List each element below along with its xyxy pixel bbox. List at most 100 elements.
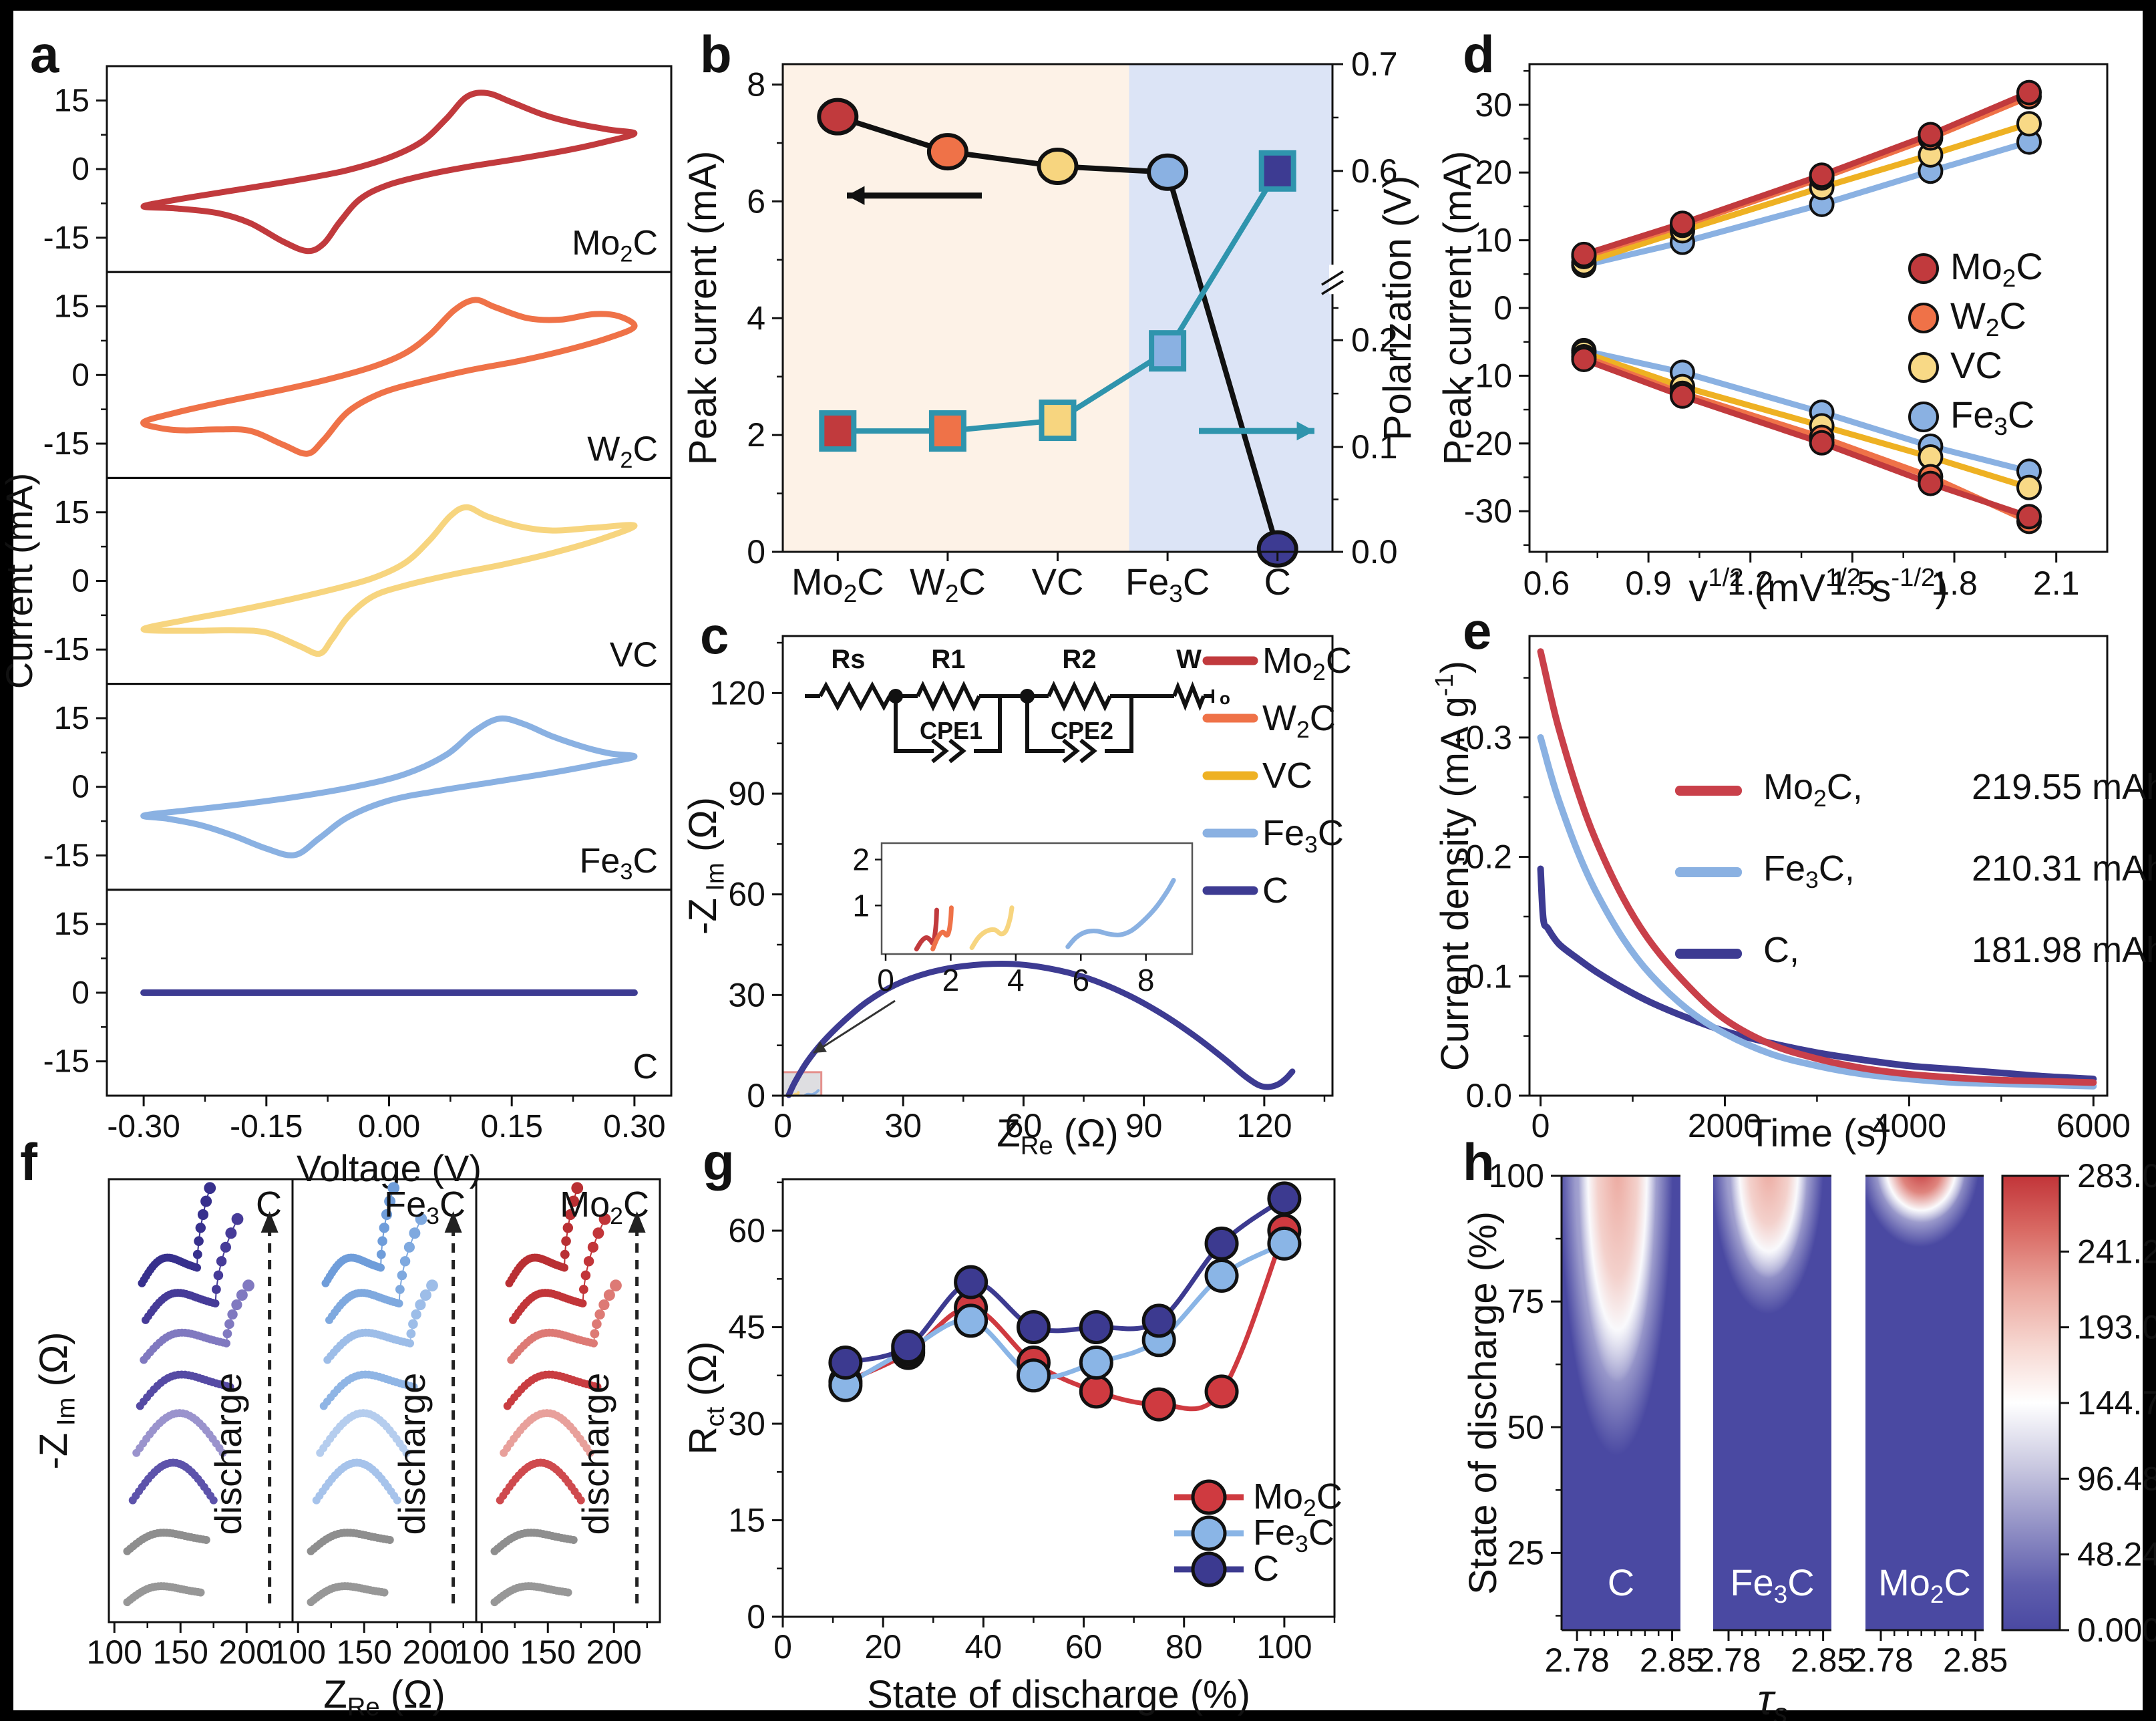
svg-text:0.7: 0.7 — [1351, 45, 1398, 83]
svg-text:C: C — [1262, 871, 1288, 911]
svg-text:Fe3​C: Fe3​C — [1125, 561, 1210, 607]
svg-text:60: 60 — [728, 1212, 765, 1249]
svg-text:60: 60 — [1065, 1628, 1103, 1666]
svg-text:-15: -15 — [43, 838, 89, 873]
svg-text:10: 10 — [1475, 222, 1512, 259]
svg-text:4: 4 — [1007, 963, 1025, 997]
panel-a-sub-0: 15 0 -15 Mo2​C — [43, 65, 673, 273]
svg-text:C: C — [1608, 1561, 1634, 1603]
svg-text:100: 100 — [271, 1633, 326, 1671]
svg-text:-0.2: -0.2 — [1455, 838, 1512, 876]
svg-text:30: 30 — [1475, 86, 1512, 124]
svg-text:0.00: 0.00 — [358, 1109, 420, 1144]
svg-text:0: 0 — [747, 1598, 765, 1635]
svg-text:2000: 2000 — [1688, 1107, 1762, 1144]
svg-text:2.1: 2.1 — [2033, 565, 2080, 602]
svg-text:0: 0 — [71, 152, 89, 187]
svg-text:τs​: τs​ — [1757, 1676, 1787, 1721]
svg-text:0.15: 0.15 — [480, 1109, 542, 1144]
svg-text:1.2: 1.2 — [1727, 565, 1774, 602]
svg-text:20: 20 — [864, 1628, 902, 1666]
svg-text:1.8: 1.8 — [1931, 565, 1978, 602]
svg-text:Mo2​C: Mo2​C — [560, 1185, 649, 1229]
svg-text:Fe3​C: Fe3​C — [1950, 394, 2034, 440]
svg-text:100: 100 — [1256, 1628, 1312, 1666]
svg-text:R1: R1 — [931, 645, 965, 674]
panel-e: 0 2000 4000 6000 0.0 -0.1 -0.2 -0.3 Mo2​C, 219.55… — [1430, 635, 2156, 1155]
svg-text:-Z Im​ (Ω): -Z Im​ (Ω) — [681, 797, 730, 935]
svg-text:0.6: 0.6 — [1351, 152, 1398, 190]
svg-text:15: 15 — [54, 289, 89, 325]
svg-text:discharge: discharge — [207, 1373, 249, 1535]
svg-text:Mo2​C: Mo2​C — [1262, 641, 1352, 685]
svg-text:8: 8 — [747, 66, 765, 104]
svg-text:2.85: 2.85 — [1943, 1641, 2008, 1679]
svg-text:W2​C: W2​C — [1950, 295, 2026, 341]
svg-text:200: 200 — [403, 1633, 458, 1671]
svg-text:0.1: 0.1 — [1351, 428, 1398, 466]
svg-text:C: C — [1253, 1549, 1279, 1589]
svg-text:Mo2​C: Mo2​C — [1878, 1561, 1971, 1608]
svg-text:Mo2​C: Mo2​C — [791, 561, 884, 607]
svg-text:Fe3​C,: Fe3​C, — [1763, 848, 1855, 893]
svg-text:Polarization (V): Polarization (V) — [1376, 176, 1419, 440]
svg-text:1.5: 1.5 — [1829, 565, 1876, 602]
svg-text:6000: 6000 — [2056, 1107, 2131, 1144]
svg-text:ZRe​ (Ω): ZRe​ (Ω) — [323, 1673, 445, 1721]
svg-text:150: 150 — [337, 1633, 392, 1671]
panel-a-sub-3: 15 0 -15 Fe3​C — [43, 683, 673, 891]
svg-text:6: 6 — [747, 182, 765, 220]
svg-text:-20: -20 — [1464, 425, 1512, 462]
svg-text:2.85: 2.85 — [1791, 1641, 1855, 1679]
svg-text:150: 150 — [520, 1633, 576, 1671]
svg-text:0: 0 — [747, 533, 765, 571]
svg-text:Mo2​C,: Mo2​C, — [1763, 767, 1863, 812]
svg-text:Current density (mA g-1​): Current density (mA g-1​) — [1430, 661, 1477, 1071]
panel-letter-f: f — [20, 1132, 37, 1191]
svg-text:discharge: discharge — [574, 1373, 616, 1535]
svg-text:Fe3​C: Fe3​C — [1262, 813, 1344, 858]
panel-a-sub-4: 15 0 -15 C -0.30 -0.15 0.00 0.15 0.30 — [43, 889, 673, 1144]
panel-letter-h: h — [1463, 1132, 1495, 1191]
svg-text:0: 0 — [71, 564, 89, 599]
svg-text:20: 20 — [1475, 154, 1512, 191]
svg-text:o: o — [1220, 688, 1230, 708]
svg-text:8: 8 — [1137, 963, 1155, 997]
svg-text:2.78: 2.78 — [1544, 1641, 1609, 1679]
heatmap-colorbar — [2002, 1176, 2060, 1630]
panel-letter-b: b — [700, 25, 732, 84]
svg-text:C: C — [633, 1048, 658, 1086]
svg-text:45: 45 — [728, 1309, 765, 1346]
svg-text:60: 60 — [728, 876, 765, 913]
svg-text:15: 15 — [54, 907, 89, 942]
svg-text:-0.1: -0.1 — [1455, 957, 1512, 995]
svg-text:W2​C: W2​C — [587, 430, 658, 472]
panel-e-legend: Mo2​C, 219.55 mAh g-1​ Fe3​C, 210.31 mAh g-… — [1675, 767, 2156, 970]
svg-text:-0.30: -0.30 — [107, 1109, 180, 1144]
svg-text:discharge: discharge — [391, 1373, 433, 1535]
panel-d: 0.6 0.9 1.2 1.5 1.8 2.1 -30 -20 -10 0 10 20 30 Mo2​CW… — [1436, 63, 2109, 610]
svg-text:40: 40 — [965, 1628, 1003, 1666]
svg-text:100: 100 — [454, 1633, 510, 1671]
svg-text:CPE1: CPE1 — [920, 717, 982, 744]
panel-letter-d: d — [1463, 25, 1495, 84]
svg-text:144.7: 144.7 — [2077, 1384, 2156, 1422]
svg-text:CPE2: CPE2 — [1051, 717, 1113, 744]
svg-text:2: 2 — [942, 963, 960, 997]
svg-text:60: 60 — [1005, 1107, 1043, 1144]
svg-text:-15: -15 — [43, 1044, 89, 1080]
svg-text:-15: -15 — [43, 220, 89, 256]
svg-text:120: 120 — [1236, 1107, 1292, 1144]
svg-text:0: 0 — [71, 770, 89, 805]
svg-text:State of discharge (%): State of discharge (%) — [1461, 1211, 1505, 1595]
svg-text:2.78: 2.78 — [1696, 1641, 1761, 1679]
svg-text:0.000: 0.000 — [2077, 1611, 2156, 1649]
svg-text:C,: C, — [1763, 930, 1799, 970]
panel-a-sub-2: 15 0 -15 VC — [43, 476, 673, 685]
heatmap-strip-fe3c — [1713, 1176, 1831, 1630]
svg-text:80: 80 — [1165, 1628, 1203, 1666]
panel-c-legend: Mo2​C W2​C VC Fe3​C C — [1202, 641, 1352, 911]
